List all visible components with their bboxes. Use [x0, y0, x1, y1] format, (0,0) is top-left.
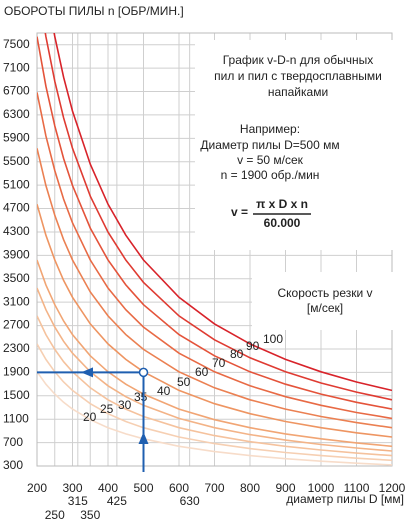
curve-label: 30: [118, 398, 132, 412]
curve-label: 40: [157, 384, 171, 398]
curve-label: 100: [263, 332, 283, 346]
example-text: Например:: [240, 122, 300, 136]
x-tick-label: 350: [80, 508, 100, 522]
y-axis-title: ОБОРОТЫ ПИЛЫ n [ОБР/МИН.]: [4, 4, 184, 18]
curve: [53, 33, 392, 392]
arrow-head: [138, 432, 149, 444]
curve: [37, 371, 392, 466]
y-tick-label: 3900: [3, 248, 30, 262]
formula: v =: [231, 205, 248, 219]
curve-label: 35: [134, 390, 148, 404]
description: пил и пил с твердосплавными: [214, 69, 382, 83]
y-tick-label: 6300: [3, 107, 30, 121]
y-tick-label: 4300: [3, 224, 30, 238]
example-text: v = 50 м/сек: [237, 153, 304, 167]
y-tick-label: 1500: [3, 388, 30, 402]
x-tick-label: 900: [275, 481, 295, 495]
y-tick-label: 1900: [3, 365, 30, 379]
curve-label: 70: [212, 356, 226, 370]
curves: [37, 33, 392, 466]
y-tick-label: 5900: [3, 130, 30, 144]
x-tick-label: 630: [180, 494, 200, 508]
curve: [37, 148, 392, 429]
y-tick-label: 3100: [3, 294, 30, 308]
y-tick-label: 300: [3, 458, 23, 472]
curve: [37, 203, 392, 438]
y-tick-label: 2300: [3, 341, 30, 355]
example-text: n = 1900 обр./мин: [221, 168, 320, 182]
y-tick-label: 7100: [3, 60, 30, 74]
curve: [37, 92, 392, 420]
y-tick-label: 700: [3, 435, 23, 449]
text-panel: [195, 40, 400, 250]
legend-panel: [252, 272, 400, 330]
curve-label: 80: [230, 347, 244, 361]
x-tick-label: 1200: [379, 481, 406, 495]
x-tick-label: 200: [27, 481, 47, 495]
example: [37, 367, 149, 472]
curve-label: 50: [177, 375, 191, 389]
curve-label: 90: [246, 339, 260, 353]
curve: [37, 287, 392, 452]
formula: 60.000: [264, 216, 301, 230]
y-tick-label: 6700: [3, 84, 30, 98]
example-point: [138, 367, 149, 378]
formula: π x D x n: [256, 197, 308, 211]
curve: [37, 36, 392, 410]
curve: [37, 343, 392, 462]
curve: [44, 33, 392, 401]
legend-title: Скорость резки v: [277, 286, 372, 300]
y-tick-label: 2700: [3, 318, 30, 332]
curve: [37, 259, 392, 448]
x-tick-label: 700: [204, 481, 224, 495]
y-tick-label: 3500: [3, 271, 30, 285]
example-text: Диаметр пилы D=500 мм: [200, 138, 339, 152]
legend-title: [м/сек]: [307, 301, 343, 315]
curve: [37, 315, 392, 457]
x-tick-label: 500: [133, 481, 153, 495]
description: напайками: [268, 85, 328, 99]
x-tick-label: 800: [240, 481, 260, 495]
description: График v-D-n для обычных: [223, 53, 374, 67]
y-tick-label: 5100: [3, 177, 30, 191]
curve-label: 60: [195, 365, 209, 379]
y-tick-label: 1100: [3, 411, 29, 425]
x-tick-label: 425: [107, 494, 127, 508]
x-tick-label: 1000: [308, 481, 335, 495]
x-axis-title: диаметр пилы D [мм]: [286, 492, 404, 506]
y-tick-label: 7500: [3, 37, 30, 51]
x-tick-label: 400: [98, 481, 118, 495]
x-tick-label: 250: [45, 508, 65, 522]
x-tick-label: 1100: [344, 481, 370, 495]
curve-label: 25: [100, 402, 114, 416]
x-tick-label: 600: [169, 481, 189, 495]
y-tick-label: 4700: [3, 201, 30, 215]
curve-label: 20: [83, 410, 97, 424]
arrow-head: [81, 367, 93, 378]
x-tick-label: 300: [62, 481, 82, 495]
y-tick-label: 5500: [3, 154, 30, 168]
x-tick-label: 315: [68, 494, 88, 508]
